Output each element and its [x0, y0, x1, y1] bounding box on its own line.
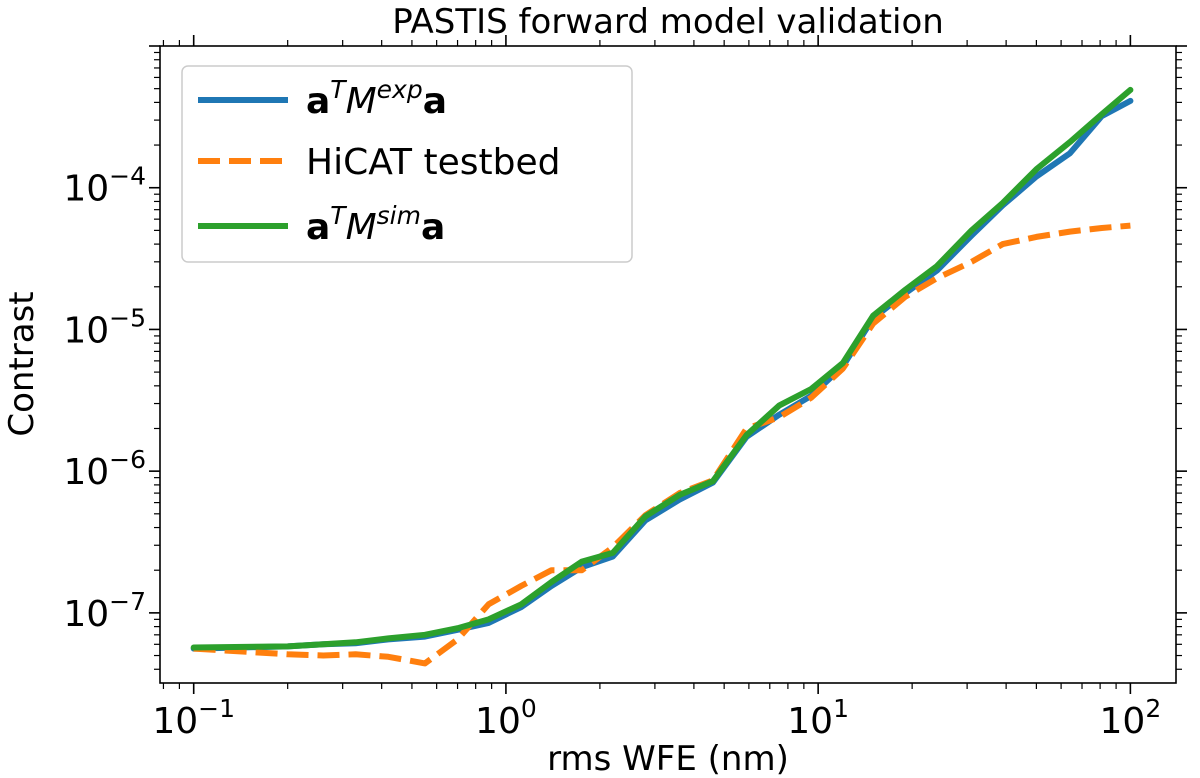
plot-lines	[190, 86, 1134, 667]
legend-box	[181, 65, 633, 263]
x-tick-label-exp: −1	[198, 694, 235, 723]
series-line-1	[193, 222, 1131, 667]
y-tick-label-base: 10	[63, 310, 109, 351]
x-tick-label-exp: 1	[833, 694, 849, 723]
y-tick-label: 10−7	[63, 587, 146, 635]
legend-vector-a: a	[306, 207, 330, 248]
x-tick-label-base: 10	[475, 701, 521, 742]
legend-label-2: aTMsima	[306, 201, 445, 248]
y-tick-label-exp: −7	[109, 587, 146, 616]
y-tick-label-exp: −5	[109, 303, 146, 332]
x-tick-label-exp: 0	[521, 694, 537, 723]
y-tick-label-exp: −4	[109, 162, 146, 191]
series-line-2	[190, 86, 1134, 651]
legend-label-1: HiCAT testbed	[306, 142, 560, 183]
y-tick-label-base: 10	[63, 452, 109, 493]
y-axis-ticks: 10−710−610−510−4	[63, 45, 1187, 670]
legend-matrix-m: M	[346, 207, 377, 248]
legend-superscript: sim	[377, 201, 421, 230]
legend-superscript: T	[330, 75, 347, 104]
x-axis-label: rms WFE (nm)	[547, 739, 789, 778]
legend-vector-a: a	[423, 81, 447, 122]
legend-vector-a: a	[421, 207, 445, 248]
y-tick-label-base: 10	[63, 594, 109, 635]
x-tick-label: 101	[787, 694, 849, 742]
plot-frame	[159, 45, 1177, 684]
y-tick-label: 10−5	[63, 303, 146, 351]
x-tick-label: 102	[1100, 694, 1162, 742]
y-axis-label: Contrast	[2, 291, 42, 436]
x-axis-ticks: 10−1 100 101 102	[152, 35, 1161, 742]
x-tick-label: 10−1	[152, 694, 235, 742]
legend-matrix-m: M	[346, 81, 377, 122]
legend-vector-a: a	[306, 81, 330, 122]
y-tick-label: 10−4	[63, 162, 146, 210]
chart-title: PASTIS forward model validation	[392, 2, 944, 42]
legend-label-text: HiCAT testbed	[306, 142, 560, 183]
x-tick-label: 100	[475, 694, 537, 742]
legend-superscript: T	[330, 201, 347, 230]
legend-superscript: exp	[377, 75, 423, 104]
x-tick-label-base: 10	[787, 701, 833, 742]
y-tick-label-exp: −6	[109, 445, 146, 474]
x-tick-label-base: 10	[152, 701, 198, 742]
x-tick-label-base: 10	[1100, 701, 1146, 742]
x-tick-label-exp: 2	[1145, 694, 1161, 723]
y-tick-label-base: 10	[63, 169, 109, 210]
y-tick-label: 10−6	[63, 445, 146, 493]
legend-label-0: aTMexpa	[306, 75, 447, 122]
